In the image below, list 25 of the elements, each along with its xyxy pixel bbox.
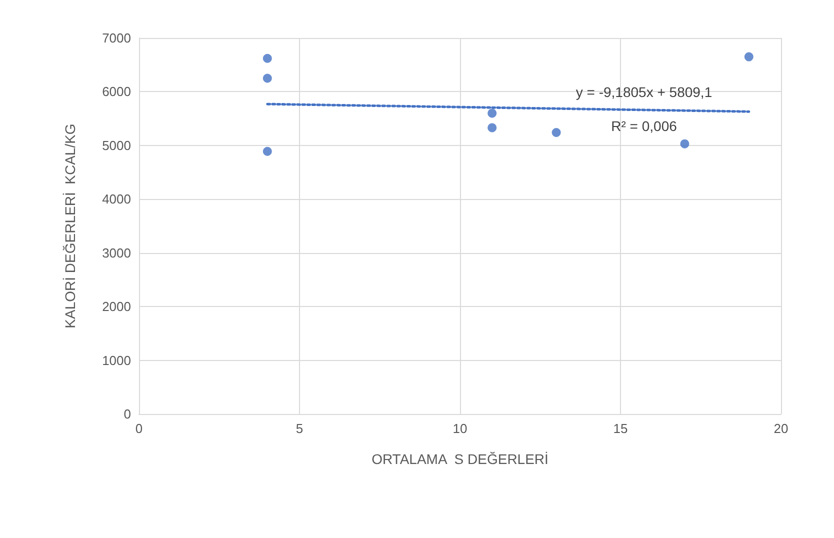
x-tick-label: 10 xyxy=(452,421,468,436)
annotation: y = -9,1805x + 5809,1 xyxy=(576,84,712,100)
point xyxy=(488,108,497,118)
y-tick-label: 2000 xyxy=(102,299,131,314)
y-axis-title: KALORİ DEĞERLERİ KCAL/KG xyxy=(62,124,78,328)
x-axis-title: ORTALAMA S DEĞERLERİ xyxy=(372,451,548,467)
point xyxy=(262,146,272,156)
point xyxy=(262,54,272,63)
x-tick-label: 15 xyxy=(613,421,628,436)
annotation: R² = 0,006 xyxy=(611,118,678,134)
point xyxy=(744,52,754,62)
point xyxy=(488,123,497,132)
y-tick-label: 0 xyxy=(124,406,131,422)
point xyxy=(552,128,561,138)
y-tick-label: 4000 xyxy=(102,192,131,207)
point xyxy=(262,74,272,83)
x-tick-label: 20 xyxy=(774,421,788,436)
y-tick-label: 1000 xyxy=(102,352,131,368)
y-tick-label: 5000 xyxy=(102,138,131,153)
x-tick-label: 0 xyxy=(135,421,143,436)
y-tick-label: 6000 xyxy=(102,84,131,100)
point xyxy=(680,139,690,148)
y-tick-label: 3000 xyxy=(102,245,131,260)
x-tick-label: 5 xyxy=(296,421,304,436)
y-tick-label: 7000 xyxy=(102,30,131,46)
